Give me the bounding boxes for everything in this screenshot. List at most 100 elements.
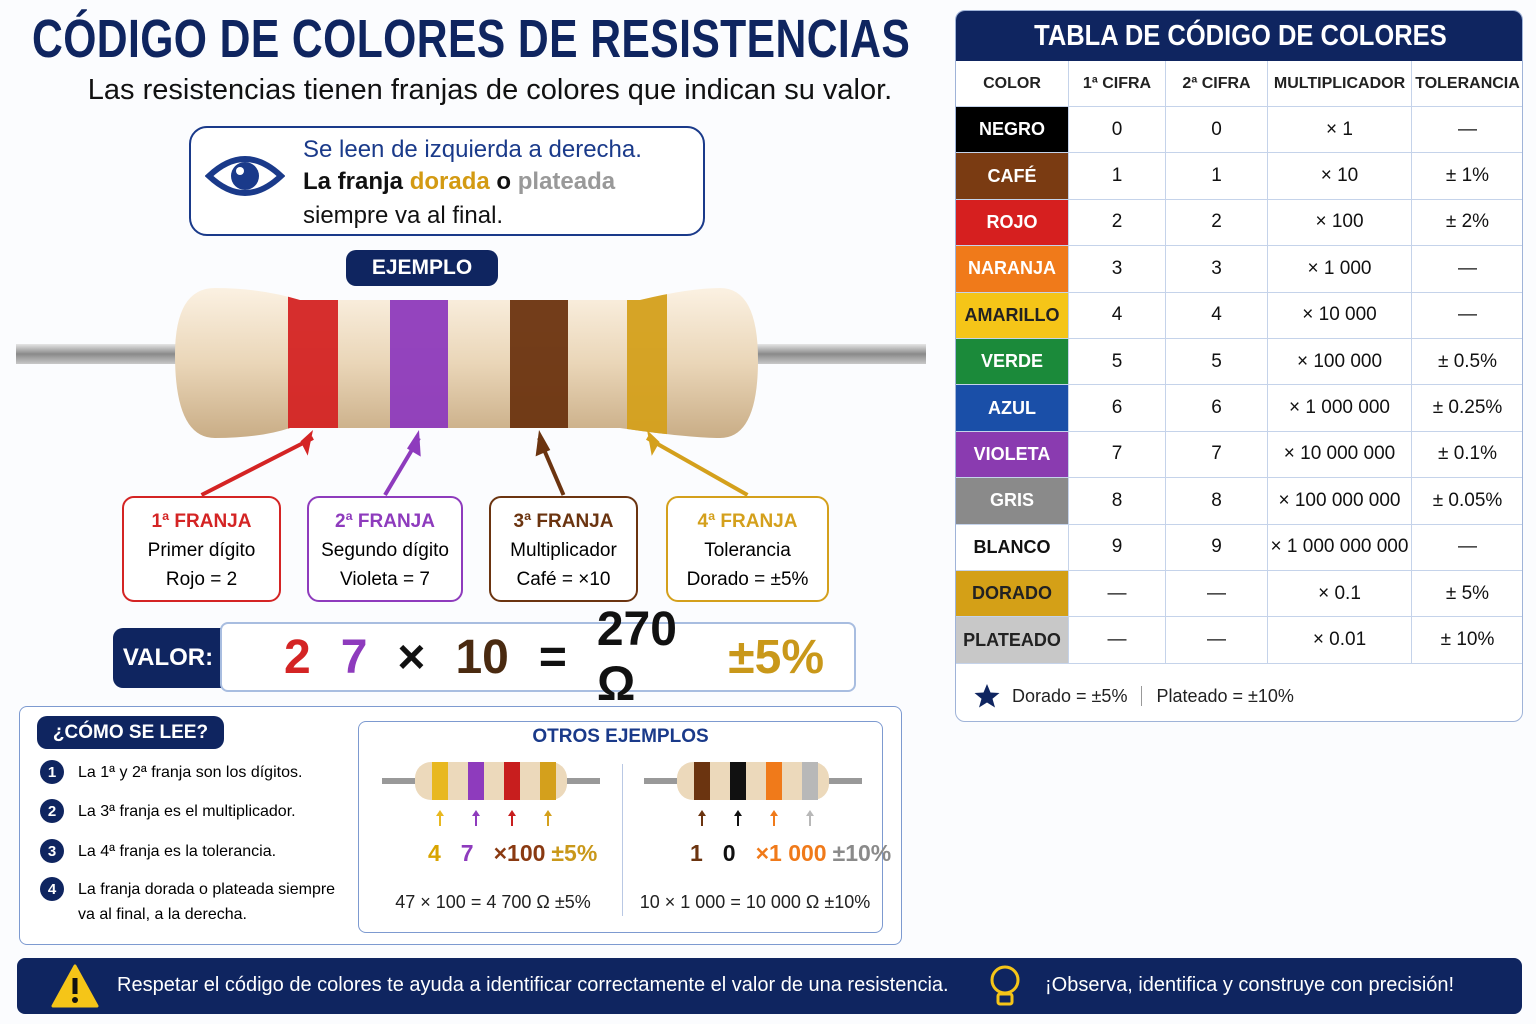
note-text: o bbox=[496, 168, 512, 195]
band-title: 1ª FRANJA bbox=[151, 511, 252, 532]
band-value: Café = ×10 bbox=[516, 569, 611, 590]
arrow bbox=[646, 436, 749, 497]
color-name: AMARILLO bbox=[956, 292, 1069, 339]
table-cell: 0 bbox=[1069, 107, 1166, 154]
band bbox=[730, 762, 746, 800]
table-cell: × 1 000 000 bbox=[1268, 385, 1412, 432]
band-value: Dorado = ±5% bbox=[686, 569, 809, 590]
example-parts: 1 0 ×1 000 ±10% bbox=[690, 840, 897, 867]
color-name: BLANCO bbox=[956, 524, 1069, 571]
note-silver: plateada bbox=[517, 168, 616, 195]
mini-resistor bbox=[644, 762, 862, 826]
color-name: AZUL bbox=[956, 385, 1069, 432]
table-cell: ± 2% bbox=[1412, 200, 1522, 247]
note-line: siempre va al final. bbox=[303, 202, 504, 229]
band bbox=[468, 762, 484, 800]
table-cell: 0 bbox=[1166, 107, 1268, 154]
band-value: Violeta = 7 bbox=[340, 569, 430, 590]
step: 4 La franja dorada o plateada siempre va a… bbox=[40, 877, 335, 927]
step: 1 La 1ª y 2ª franja son los dígitos. bbox=[40, 760, 302, 785]
other-examples-panel bbox=[358, 721, 883, 933]
column-header: 2ª CIFRA bbox=[1166, 61, 1268, 107]
band bbox=[766, 762, 782, 800]
table-cell: × 100 bbox=[1268, 199, 1412, 247]
table-cell: 6 bbox=[1069, 385, 1166, 432]
color-name: VERDE bbox=[956, 339, 1069, 386]
valor-label: VALOR: bbox=[113, 628, 223, 688]
step-number: 2 bbox=[40, 799, 64, 823]
column-header: TOLERANCIA bbox=[1412, 61, 1522, 107]
table-cell: × 0.01 bbox=[1268, 617, 1412, 664]
band-title: 4ª FRANJA bbox=[697, 511, 798, 532]
arrow-head bbox=[806, 810, 814, 816]
table-cell: × 0.1 bbox=[1268, 571, 1412, 618]
table-cell: — bbox=[1166, 571, 1268, 618]
table-cell: ± 5% bbox=[1412, 571, 1522, 618]
example-part: ±5% bbox=[551, 840, 598, 866]
valor-part: × bbox=[397, 630, 426, 684]
table-cell: 9 bbox=[1166, 524, 1268, 571]
table-cell: 7 bbox=[1069, 431, 1166, 479]
step: 3 La 4ª franja es la tolerancia. bbox=[40, 839, 276, 864]
example-part: ±10% bbox=[832, 840, 892, 866]
arrow-head bbox=[770, 810, 778, 816]
example-part: 4 bbox=[428, 840, 441, 866]
band bbox=[694, 762, 710, 800]
table-cell: 3 bbox=[1166, 246, 1268, 293]
example-formula: 47 × 100 = 4 700 Ω ±5% bbox=[395, 892, 591, 912]
table-cell: ± 0.5% bbox=[1412, 339, 1522, 386]
table-cell: 6 bbox=[1166, 385, 1268, 432]
example-label: EJEMPLO bbox=[346, 250, 498, 286]
table-cell: × 1 000 bbox=[1268, 246, 1412, 293]
resistor-body bbox=[175, 288, 758, 438]
column-header: 1ª CIFRA bbox=[1069, 61, 1166, 107]
example-part: ×100 bbox=[493, 840, 546, 866]
valor-part: 10 bbox=[455, 630, 509, 684]
table-cell: ± 10% bbox=[1412, 617, 1522, 664]
table-cell: × 10 000 000 bbox=[1268, 431, 1412, 479]
title: CÓDIGO DE COLORES DE RESISTENCIAS bbox=[32, 9, 911, 69]
band bbox=[288, 288, 338, 438]
step-text: La franja dorada o plateada siempre va al… bbox=[78, 877, 335, 927]
table-title-text: TABLA DE CÓDIGO DE COLORES bbox=[1033, 19, 1447, 52]
subtitle: Las resistencias tienen franjas de color… bbox=[87, 74, 893, 106]
table-cell: — bbox=[1412, 107, 1522, 154]
note-line: La franja dorada o plateada bbox=[303, 168, 615, 196]
valor-part: 7 bbox=[340, 630, 368, 684]
table-cell: — bbox=[1069, 617, 1166, 664]
step-line: La franja dorada o plateada siempre bbox=[78, 881, 336, 898]
step-text: La 1ª y 2ª franja son los dígitos. bbox=[78, 760, 302, 785]
band-box: 2ª FRANJA Segundo dígito Violeta = 7 bbox=[307, 496, 463, 602]
table-cell: 5 bbox=[1069, 339, 1166, 386]
column-header: MULTIPLICADOR bbox=[1268, 61, 1412, 107]
arrow-head bbox=[698, 810, 706, 816]
color-name: CAFÉ bbox=[956, 153, 1069, 200]
arrow-head bbox=[508, 810, 516, 816]
note-gold: dorada bbox=[409, 168, 490, 195]
band bbox=[540, 762, 556, 800]
arrow-head bbox=[544, 810, 552, 816]
band-desc: Tolerancia bbox=[704, 540, 791, 561]
band bbox=[390, 288, 448, 438]
table-cell: × 10 000 bbox=[1268, 292, 1412, 339]
resistor-illustration bbox=[16, 288, 926, 497]
table-footnote: Dorado = ±5% Plateado = ±10% bbox=[974, 683, 1294, 709]
footer: Respetar el código de colores te ayuda a… bbox=[17, 958, 1522, 1014]
table-cell: — bbox=[1069, 571, 1166, 618]
table-cell: 9 bbox=[1069, 524, 1166, 571]
mini-resistor bbox=[382, 762, 600, 826]
valor-part: 2 bbox=[284, 630, 311, 684]
step-number: 1 bbox=[40, 760, 64, 784]
footer-text: Respetar el código de colores te ayuda a… bbox=[117, 974, 949, 996]
table-cell: 4 bbox=[1069, 292, 1166, 339]
arrow-head bbox=[734, 810, 742, 816]
table-cell: 8 bbox=[1166, 478, 1268, 525]
valor-expression: 2 7 × 10 = 270 Ω ±5% bbox=[220, 603, 856, 711]
footnote-text: Dorado = ±5% bbox=[1012, 685, 1128, 706]
note-text: La franja bbox=[303, 168, 404, 195]
table-cell: 1 bbox=[1166, 153, 1268, 200]
example-parts: 4 7 ×100 ±5% bbox=[428, 840, 603, 867]
example-part: 1 bbox=[690, 840, 703, 866]
color-name: ROJO bbox=[956, 199, 1069, 247]
